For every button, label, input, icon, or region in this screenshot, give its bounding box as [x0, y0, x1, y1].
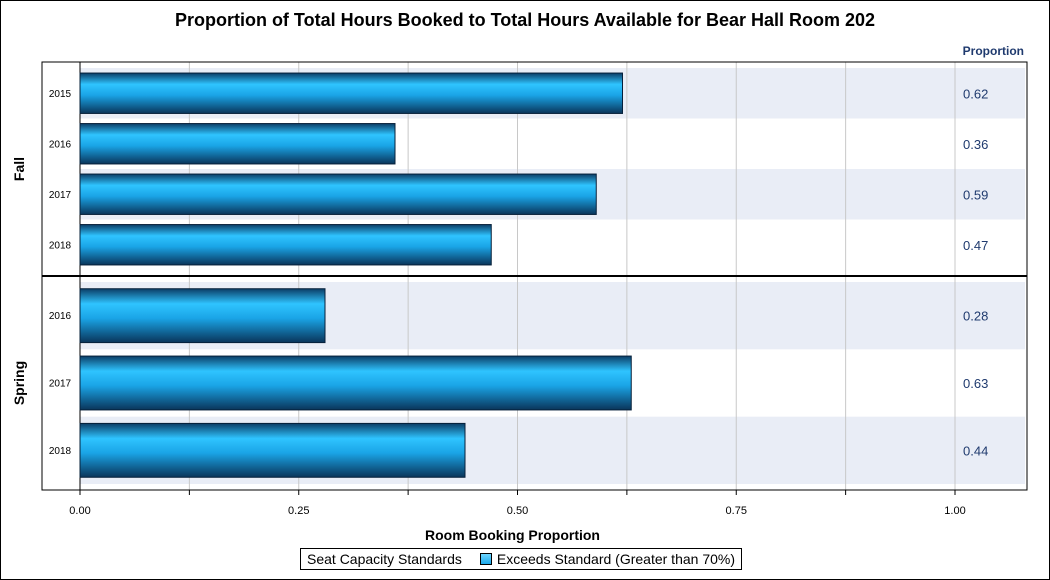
value-label: 0.44 [963, 443, 988, 458]
group-label: Spring [11, 361, 27, 405]
value-label: 0.36 [963, 137, 988, 152]
category-label: 2017 [49, 379, 72, 390]
category-label: 2018 [49, 446, 72, 457]
value-label: 0.63 [963, 376, 988, 391]
category-label: 2016 [49, 311, 72, 322]
category-label: 2015 [49, 89, 72, 100]
legend: Seat Capacity Standards Exceeds Standard… [300, 548, 743, 570]
bar [79, 288, 326, 344]
legend-entry-label: Exceeds Standard (Greater than 70%) [496, 551, 736, 567]
value-label: 0.59 [963, 187, 988, 202]
chart-title: Proportion of Total Hours Booked to Tota… [174, 10, 876, 30]
legend-swatch [479, 553, 492, 565]
value-label: 0.28 [963, 309, 988, 324]
bar [79, 123, 396, 165]
value-label: 0.47 [963, 238, 988, 253]
x-tick-label: 0.00 [69, 505, 90, 517]
value-column-header: Proportion [962, 44, 1024, 58]
x-tick-label: 0.50 [507, 505, 528, 517]
bar [79, 72, 623, 114]
category-label: 2018 [49, 240, 72, 251]
group-label: Fall [11, 157, 27, 181]
x-axis-title: Room Booking Proportion [425, 527, 600, 543]
bar [79, 224, 492, 266]
x-tick-label: 0.75 [726, 505, 747, 517]
bar [79, 173, 597, 215]
x-tick-label: 0.25 [288, 505, 309, 517]
legend-title: Seat Capacity Standards [307, 551, 462, 567]
bar [79, 355, 632, 411]
category-label: 2017 [49, 190, 72, 201]
x-tick-label: 1.00 [944, 505, 965, 517]
bar [79, 422, 466, 478]
value-label: 0.62 [963, 86, 988, 101]
category-label: 2016 [49, 139, 72, 150]
